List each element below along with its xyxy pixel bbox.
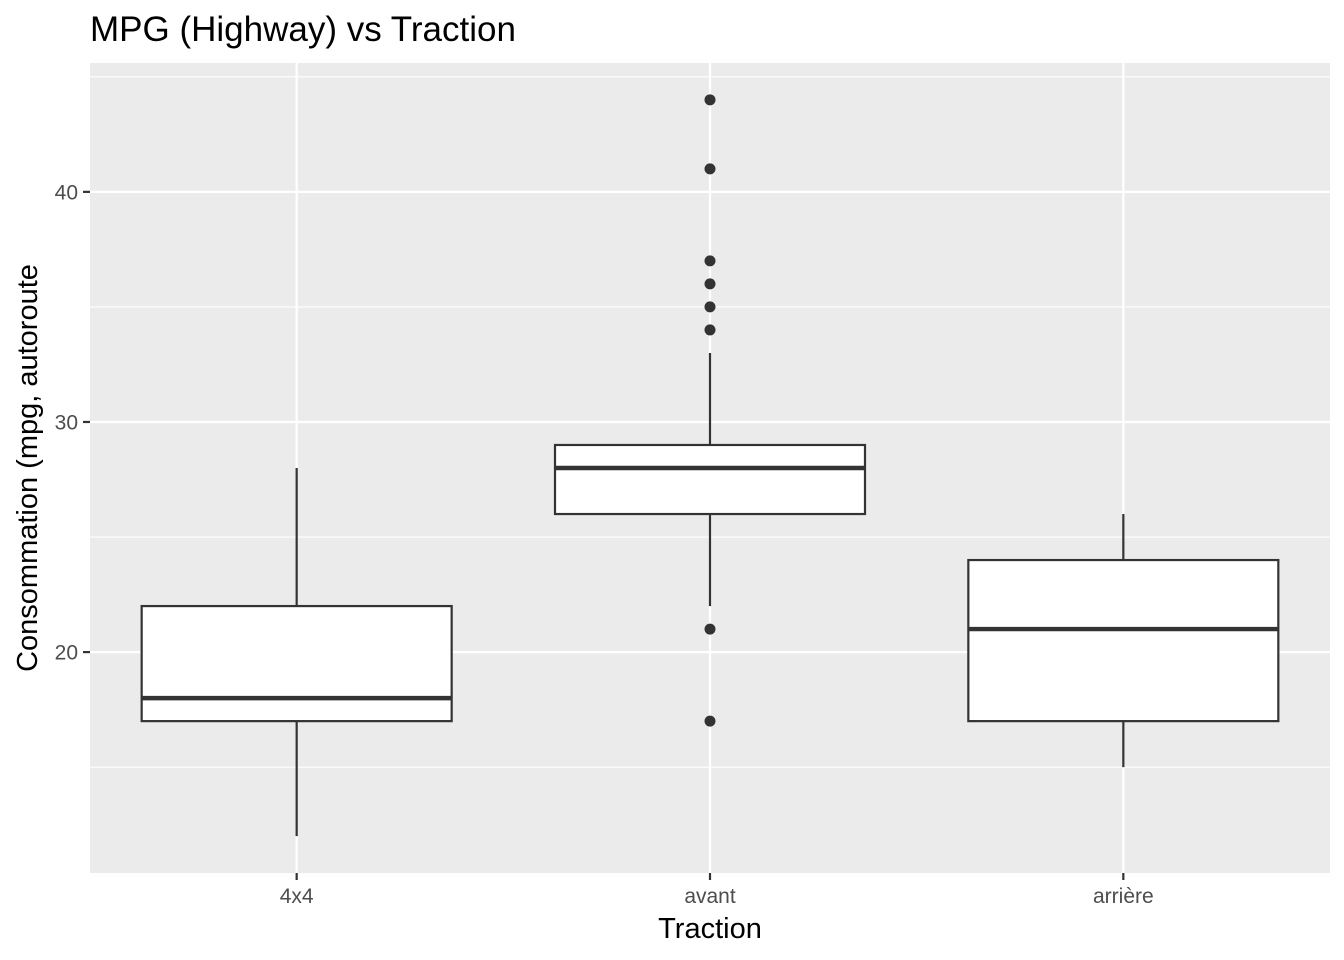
y-axis: 20 30 40 <box>55 181 90 665</box>
outlier-point <box>704 715 716 727</box>
y-tick-label: 20 <box>55 642 78 665</box>
outlier-point <box>704 94 716 106</box>
y-tick-label: 30 <box>55 411 78 434</box>
outlier-point <box>704 255 716 267</box>
outlier-point <box>704 301 716 313</box>
iqr-box <box>967 558 1280 723</box>
x-tick-label: 4x4 <box>280 885 314 908</box>
iqr-box <box>553 443 867 516</box>
box-avant <box>553 94 867 727</box>
outlier-point <box>704 324 716 336</box>
y-tick-label: 40 <box>55 181 78 204</box>
iqr-box <box>140 604 453 723</box>
x-axis: 4x4 avant arrière <box>280 873 1154 908</box>
x-axis-title: Traction <box>658 913 762 945</box>
box-4x4 <box>140 468 453 837</box>
x-tick-label: avant <box>684 885 736 908</box>
box-series <box>140 94 1280 837</box>
y-axis-title: Consommation (mpg, autoroute <box>12 264 44 672</box>
x-tick-label: arrière <box>1093 885 1154 908</box>
outlier-point <box>704 163 716 175</box>
chart-title: MPG (Highway) vs Traction <box>90 10 516 49</box>
box-arrière <box>967 514 1280 768</box>
outlier-point <box>704 623 716 635</box>
outlier-point <box>704 278 716 290</box>
